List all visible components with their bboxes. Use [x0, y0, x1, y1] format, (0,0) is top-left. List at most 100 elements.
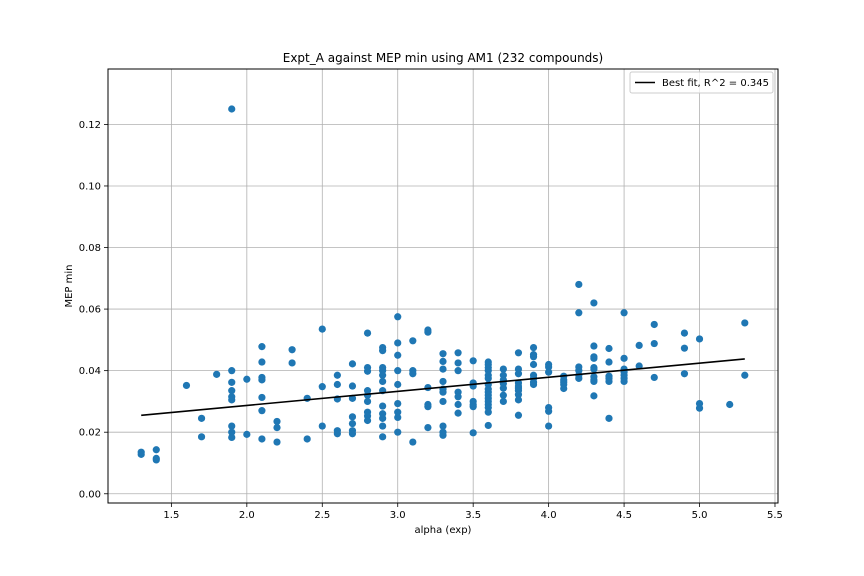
data-point	[695, 404, 704, 412]
data-point	[605, 414, 613, 422]
data-point	[197, 433, 206, 441]
data-point	[590, 342, 598, 350]
data-point	[228, 433, 236, 442]
data-point	[363, 367, 372, 375]
data-point	[680, 329, 689, 337]
data-point	[590, 392, 598, 400]
data-point	[318, 422, 326, 430]
data-point	[379, 402, 387, 410]
y-tick-label: 0.02	[79, 428, 101, 439]
data-point	[514, 370, 523, 378]
data-point	[243, 430, 251, 438]
data-point	[258, 393, 266, 402]
data-point	[454, 349, 462, 357]
data-point	[379, 371, 387, 379]
data-point	[258, 435, 266, 443]
y-tick-label: 0.00	[79, 489, 101, 500]
data-point	[560, 384, 568, 393]
x-tick-label: 2.0	[239, 510, 255, 521]
data-point	[152, 454, 160, 462]
x-tick-label: 3.0	[390, 510, 406, 521]
data-point	[258, 343, 266, 351]
data-point	[439, 377, 447, 386]
data-point	[348, 394, 357, 402]
data-point	[182, 381, 191, 390]
data-point	[379, 377, 387, 386]
data-point	[726, 400, 734, 409]
data-point	[273, 438, 281, 446]
data-point	[333, 430, 341, 438]
y-tick-label: 0.04	[79, 366, 101, 377]
data-point	[348, 430, 357, 438]
data-point	[484, 374, 492, 382]
data-point	[635, 362, 643, 370]
data-point	[545, 368, 553, 376]
data-point	[379, 347, 387, 355]
x-tick-label: 1.5	[163, 510, 179, 521]
data-point	[228, 378, 236, 386]
data-point	[499, 384, 507, 392]
data-point	[258, 376, 266, 384]
data-point	[318, 383, 326, 391]
data-point	[152, 446, 160, 454]
data-point	[529, 380, 538, 389]
data-point	[454, 359, 462, 367]
data-point	[379, 414, 387, 422]
plot-frame	[107, 68, 779, 504]
data-point	[288, 359, 296, 367]
data-point	[243, 375, 251, 383]
data-point	[228, 422, 236, 430]
y-tick-label: 0.12	[79, 120, 101, 131]
data-point	[303, 394, 311, 402]
data-point	[469, 357, 477, 365]
scatter-points	[137, 105, 749, 464]
data-point	[318, 325, 326, 333]
data-point	[379, 433, 387, 441]
x-axis-label: alpha (exp)	[415, 525, 472, 536]
data-point	[273, 417, 281, 426]
data-point	[529, 353, 538, 361]
data-point	[499, 391, 507, 399]
data-point	[439, 357, 447, 366]
x-tick-label: 5.5	[767, 510, 783, 521]
data-point	[439, 350, 447, 358]
y-axis-ticks: 0.00 0.02 0.04 0.06 0.08 0.10 0.12	[79, 120, 108, 500]
x-tick-label: 5.0	[692, 510, 708, 521]
data-point	[650, 320, 658, 329]
data-point	[439, 397, 447, 406]
data-point	[288, 346, 296, 354]
data-point	[514, 391, 523, 399]
data-point	[484, 421, 492, 430]
data-point	[394, 367, 402, 375]
data-point	[394, 428, 402, 436]
data-point	[650, 339, 658, 348]
data-point	[348, 419, 357, 428]
data-point	[605, 377, 613, 386]
data-point	[424, 403, 432, 411]
data-point	[213, 370, 221, 378]
data-point	[545, 422, 553, 430]
data-point	[695, 335, 704, 343]
data-point	[439, 431, 447, 439]
data-point	[514, 411, 523, 419]
data-point	[394, 408, 402, 416]
data-point	[348, 382, 357, 390]
chart-title: Expt_A against MEP min using AM1 (232 co…	[283, 51, 603, 65]
data-point	[409, 370, 417, 378]
data-point	[741, 319, 749, 327]
data-point	[363, 416, 372, 425]
data-point	[258, 358, 266, 366]
y-axis-label: MEP min	[64, 264, 75, 307]
data-point	[333, 380, 341, 389]
data-point	[605, 358, 613, 366]
x-tick-label: 2.5	[314, 510, 330, 521]
data-point	[590, 299, 598, 307]
data-point	[545, 407, 553, 415]
data-point	[424, 423, 432, 432]
data-point	[741, 371, 749, 379]
data-point	[575, 280, 583, 289]
data-point	[439, 365, 447, 373]
data-point	[394, 413, 402, 422]
data-point	[228, 428, 236, 436]
data-point	[394, 351, 402, 359]
